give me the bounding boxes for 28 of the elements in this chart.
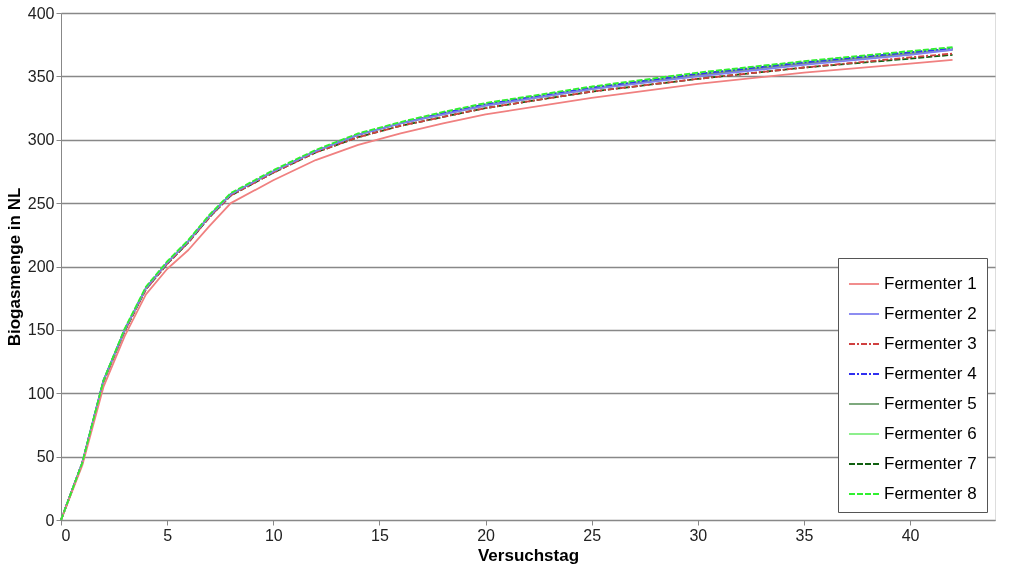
x-tick-label: 15 [371, 526, 389, 544]
legend-label: Fermenter 4 [884, 364, 977, 383]
x-tick-label: 5 [163, 526, 173, 544]
x-tick-label: 10 [264, 526, 283, 544]
y-tick-label: 300 [27, 131, 55, 149]
x-tick-label: 35 [795, 526, 814, 544]
legend-label: Fermenter 2 [884, 304, 977, 323]
y-tick-label: 250 [27, 194, 55, 212]
y-tick-label: 350 [27, 67, 55, 85]
x-tick-label: 40 [901, 526, 920, 544]
y-tick-label: 400 [27, 4, 55, 22]
legend-label: Fermenter 8 [884, 484, 977, 503]
y-tick-label: 200 [27, 258, 55, 275]
y-tick-label: 150 [27, 321, 55, 339]
y-axis-title: Biogasmenge in NL [4, 187, 24, 347]
x-tick-label: 30 [689, 526, 708, 544]
y-tick-label: 100 [27, 384, 55, 402]
x-tick-label: 0 [61, 526, 71, 544]
y-tick-label: 50 [36, 448, 55, 466]
x-tick-label: 25 [583, 526, 602, 544]
x-tick-label: 20 [477, 526, 496, 544]
legend-label: Fermenter 6 [884, 424, 977, 443]
legend-label: Fermenter 1 [884, 274, 977, 293]
legend-label: Fermenter 3 [884, 334, 977, 353]
x-axis-title: Versuchstag [477, 545, 580, 565]
legend-label: Fermenter 5 [884, 394, 977, 413]
legend-label: Fermenter 7 [884, 454, 977, 473]
y-tick-label: 0 [45, 511, 55, 529]
